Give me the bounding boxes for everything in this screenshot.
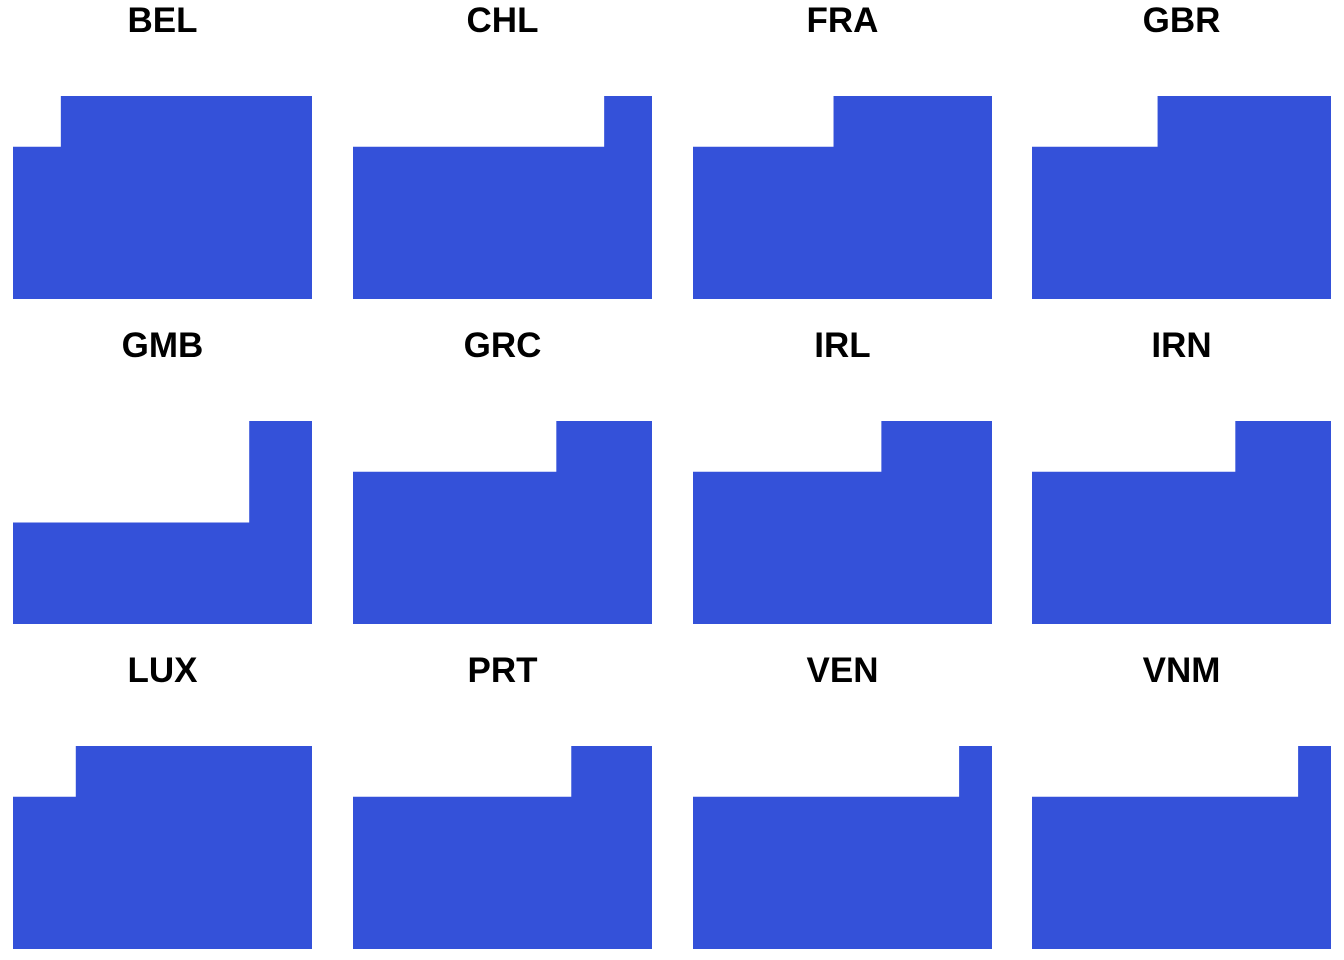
panel-ven: VEN <box>693 651 992 949</box>
panel-title: GRC <box>464 326 542 365</box>
panel-title: GBR <box>1143 1 1221 40</box>
panel-gbr: GBR <box>1032 1 1331 299</box>
panel-title: GMB <box>122 326 204 365</box>
panel-gmb: GMB <box>13 326 312 624</box>
step-area <box>693 421 992 624</box>
panels-group: BEL CHL FRA GBR GMB GRC IRL IRN LUX PRT VEN VNM <box>13 1 1331 949</box>
panel-irl: IRL <box>693 326 992 624</box>
step-area <box>1032 421 1331 624</box>
step-area <box>13 746 312 949</box>
step-area <box>693 746 992 949</box>
step-area <box>13 421 312 624</box>
step-area <box>693 96 992 299</box>
panel-title: CHL <box>467 1 539 40</box>
panel-irn: IRN <box>1032 326 1331 624</box>
panel-title: PRT <box>468 651 538 690</box>
panel-title: IRL <box>814 326 870 365</box>
panel-bel: BEL <box>13 1 312 299</box>
panel-grc: GRC <box>353 326 652 624</box>
panel-fra: FRA <box>693 1 992 299</box>
step-area <box>1032 96 1331 299</box>
panel-chl: CHL <box>353 1 652 299</box>
step-area <box>353 421 652 624</box>
panel-lux: LUX <box>13 651 312 949</box>
panel-title: VEN <box>807 651 879 690</box>
panel-title: IRN <box>1151 326 1211 365</box>
step-area <box>1032 746 1331 949</box>
panel-title: VNM <box>1143 651 1221 690</box>
panel-title: BEL <box>128 1 198 40</box>
panel-vnm: VNM <box>1032 651 1331 949</box>
step-area <box>353 96 652 299</box>
step-area <box>13 96 312 299</box>
step-area <box>353 746 652 949</box>
panel-prt: PRT <box>353 651 652 949</box>
panel-title: FRA <box>807 1 879 40</box>
panel-title: LUX <box>128 651 199 690</box>
